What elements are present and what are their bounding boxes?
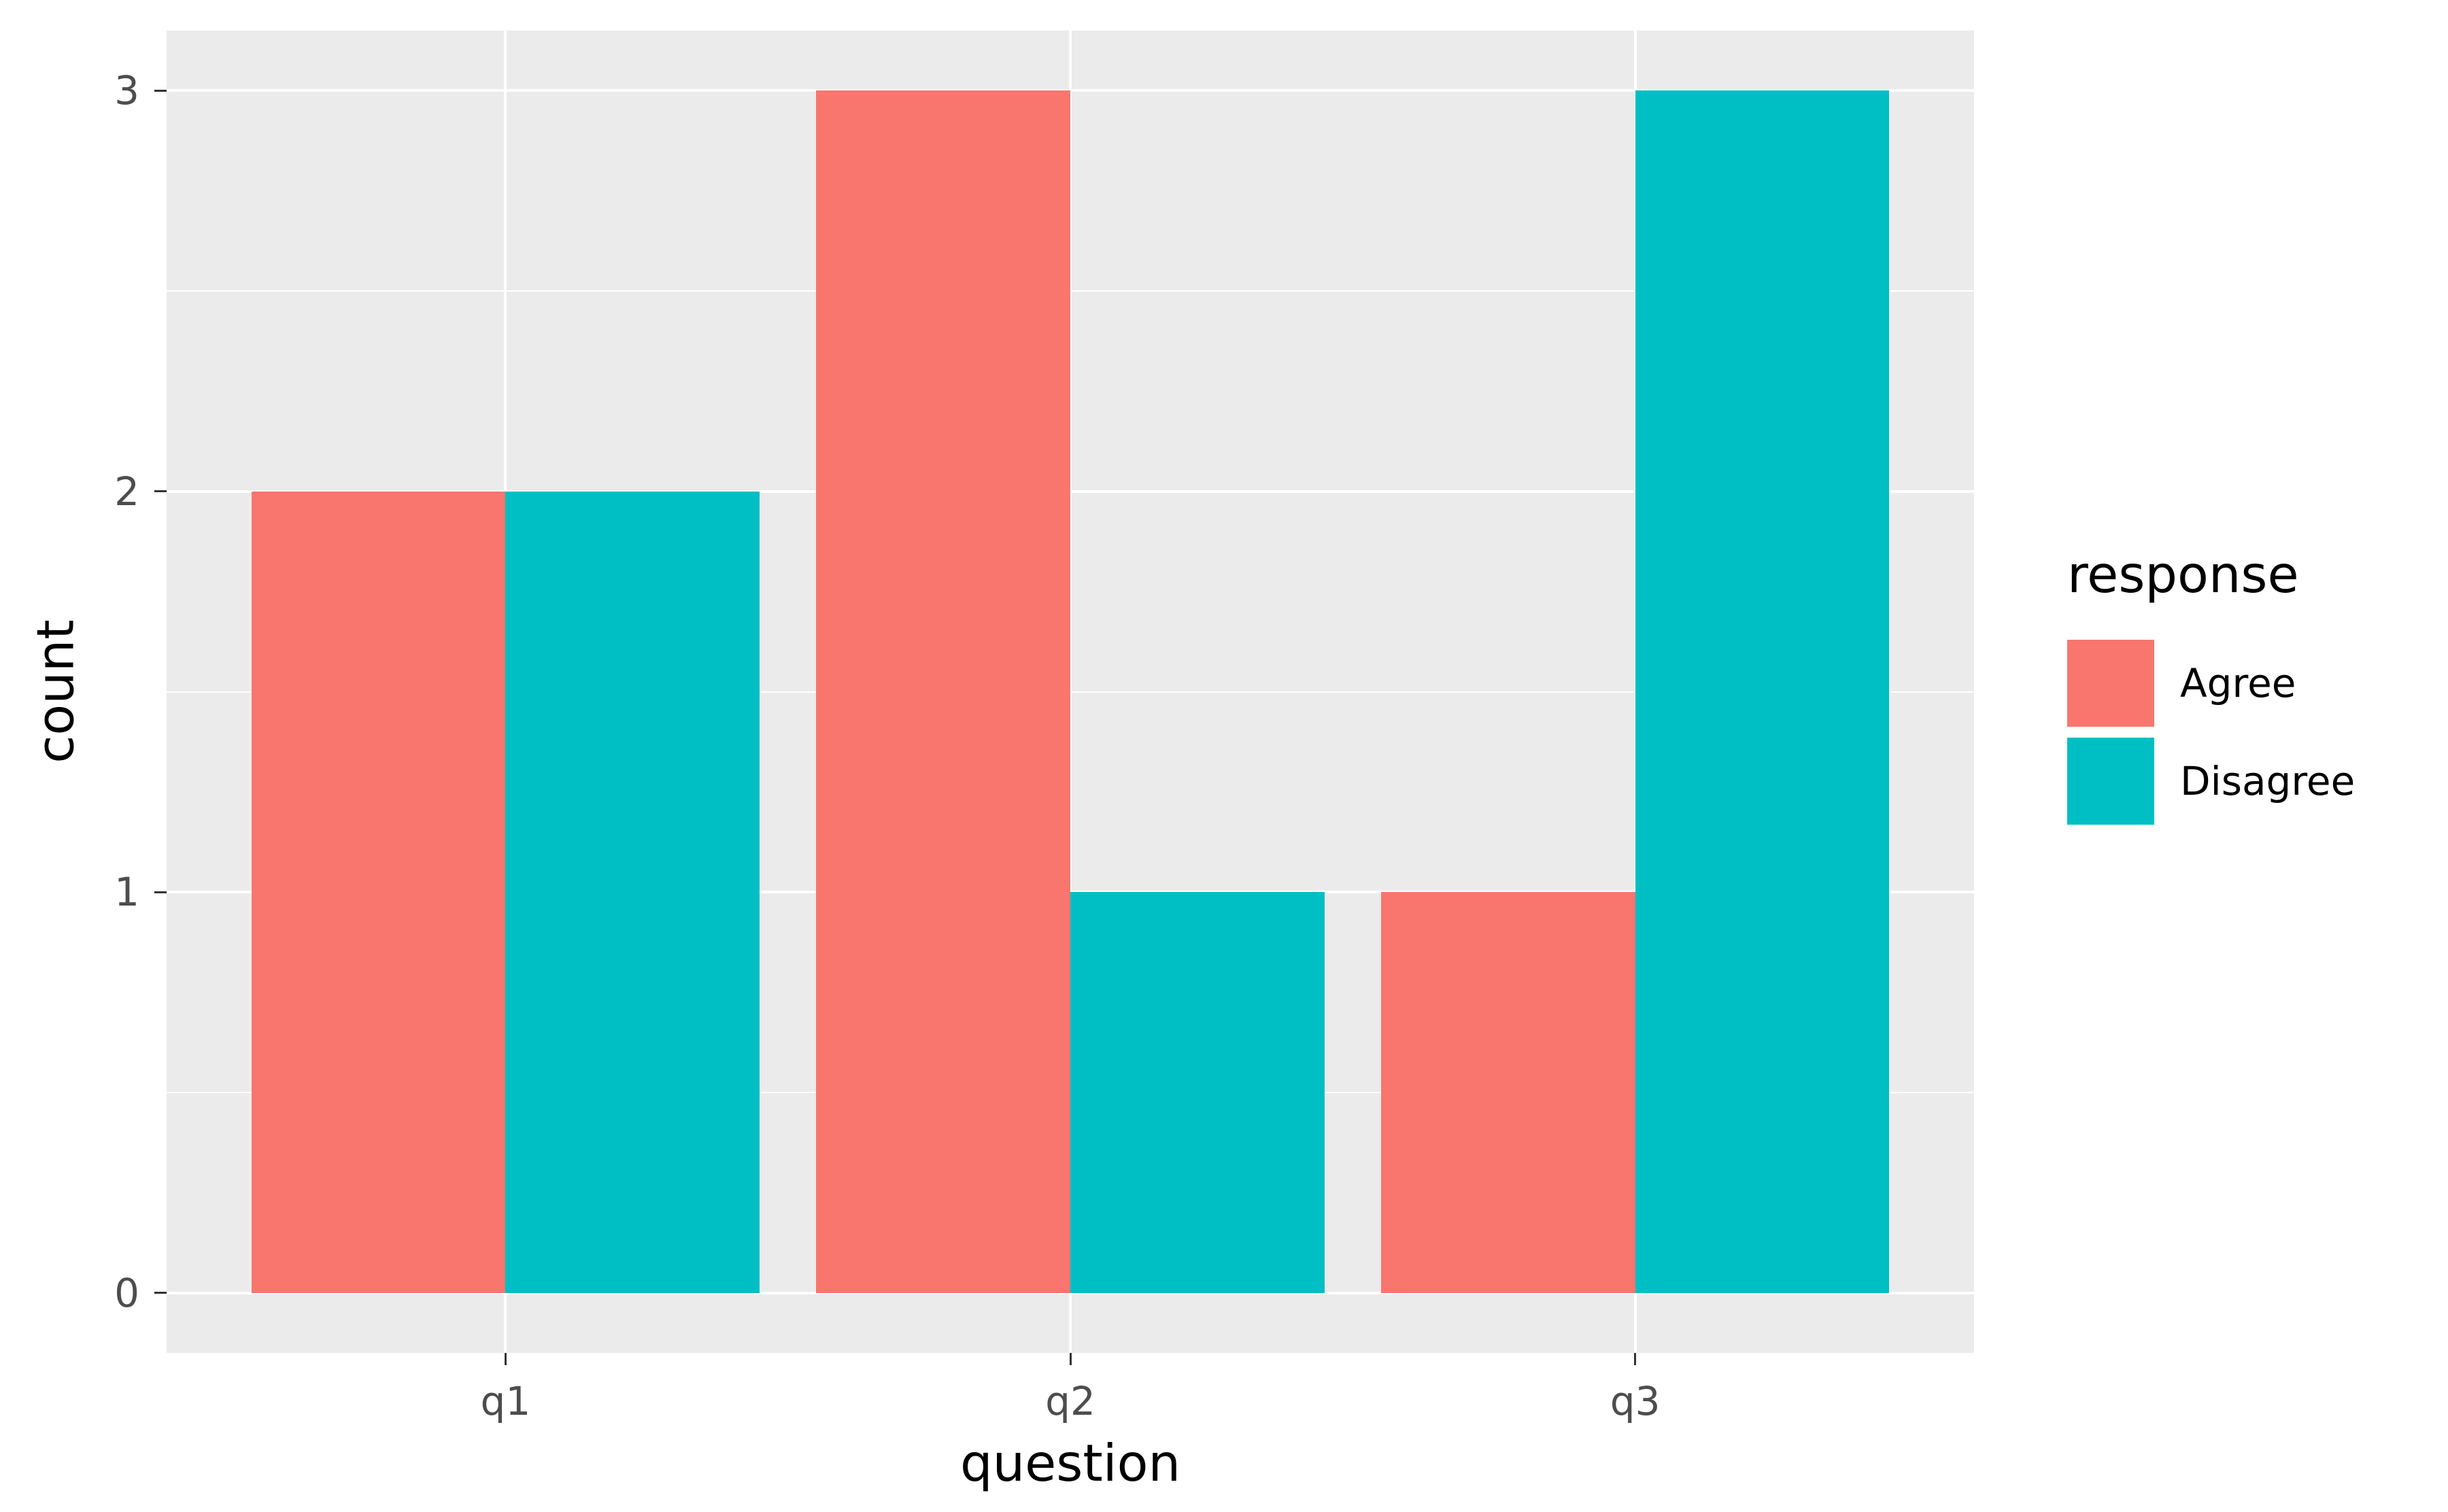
- y-axis-title: count: [25, 619, 86, 763]
- x-axis-tick-label: q3: [1610, 1378, 1661, 1424]
- gridline-major-horizontal: [167, 1291, 1974, 1294]
- plot-panel: [167, 31, 1974, 1353]
- legend-label: Disagree: [2180, 758, 2356, 804]
- y-axis-tick: [154, 490, 167, 493]
- y-axis-tick-label: 2: [114, 468, 139, 515]
- gridline-major-vertical: [1069, 31, 1072, 1353]
- y-axis-tick: [154, 89, 167, 92]
- x-axis-tick: [1069, 1353, 1072, 1365]
- legend-label: Agree: [2180, 660, 2296, 706]
- gridline-major-horizontal: [167, 89, 1974, 92]
- bar-q3-agree: [1380, 892, 1635, 1293]
- x-axis-tick: [504, 1353, 507, 1365]
- x-axis-title: question: [959, 1433, 1181, 1493]
- bar-q2-disagree: [1070, 892, 1325, 1293]
- legend: response Agree Disagree: [2067, 549, 2355, 836]
- y-axis-tick: [154, 1292, 167, 1294]
- bar-q3-disagree: [1635, 90, 1890, 1293]
- legend-item-agree: Agree: [2067, 640, 2355, 727]
- x-axis-tick: [1634, 1353, 1637, 1365]
- gridline-major-horizontal: [167, 489, 1974, 493]
- x-axis-tick-label: q2: [1045, 1378, 1095, 1424]
- legend-key-swatch: [2067, 738, 2154, 825]
- y-axis-tick-label: 0: [114, 1269, 139, 1316]
- y-axis-tick-label: 1: [114, 869, 139, 916]
- legend-title: response: [2067, 545, 2299, 604]
- y-axis-tick-label: 3: [114, 67, 139, 114]
- bar-q1-disagree: [505, 491, 760, 1293]
- legend-items: Agree Disagree: [2067, 640, 2355, 825]
- bar-q1-agree: [251, 491, 506, 1293]
- legend-item-disagree: Disagree: [2067, 738, 2355, 825]
- bar-q2-agree: [816, 90, 1070, 1293]
- y-axis-tick: [154, 891, 167, 893]
- x-axis-tick-label: q1: [480, 1378, 531, 1424]
- legend-key-swatch: [2067, 640, 2154, 727]
